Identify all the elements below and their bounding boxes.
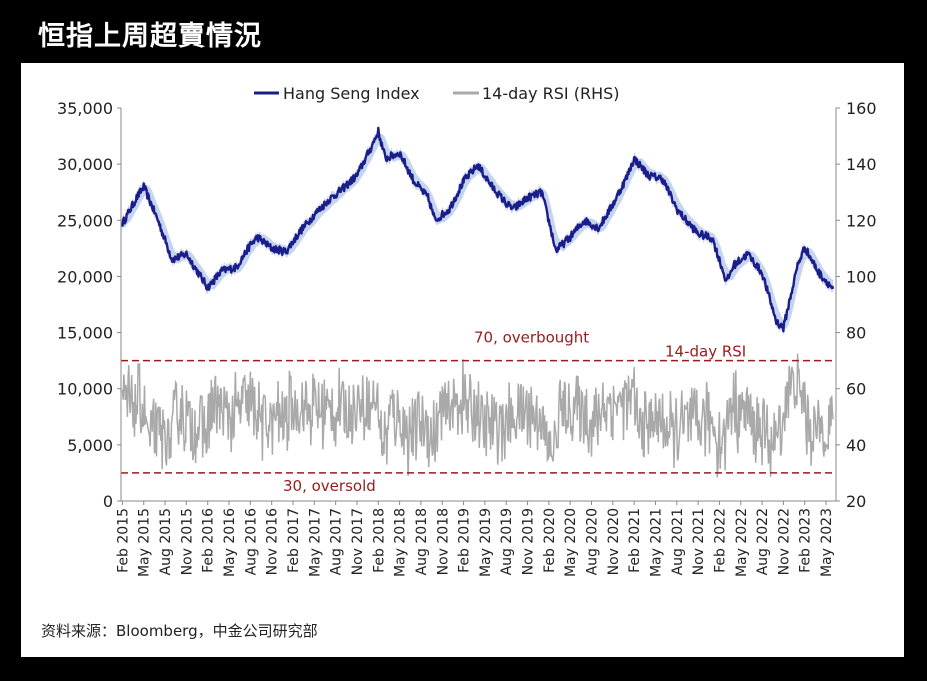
x-tick-label: Aug 2017 [329,508,345,575]
x-tick-label: May 2021 [649,508,665,577]
threshold-label-30: 30, oversold [283,477,376,495]
threshold-label-70: 70, overbought [474,329,589,347]
x-tick-label: Aug 2021 [670,508,686,575]
left-tick-label: 0 [103,492,113,511]
x-tick-label: Nov 2019 [521,508,537,575]
left-tick-label: 35,000 [57,99,113,118]
right-tick-label: 140 [846,155,877,174]
x-tick-label: Nov 2022 [776,508,792,575]
left-tick-label: 20,000 [57,267,113,286]
right-tick-label: 60 [846,380,866,399]
x-tick-label: May 2019 [478,508,494,577]
left-tick-label: 15,000 [57,324,113,343]
right-tick-label: 20 [846,492,866,511]
x-tick-label: Aug 2020 [585,508,601,575]
x-tick-label: May 2015 [137,508,153,577]
x-tick-label: Feb 2021 [627,508,643,573]
x-tick-label: Nov 2015 [179,508,195,575]
source-note: 资料来源：Bloomberg，中金公司研究部 [41,622,318,640]
x-tick-label: Aug 2016 [243,508,259,576]
x-tick-label: Nov 2016 [265,508,281,575]
x-tick-label: May 2020 [563,508,579,577]
x-tick-label: Aug 2015 [158,508,174,575]
x-tick-label: Feb 2022 [712,508,728,573]
x-tick-label: Feb 2023 [798,508,814,573]
hsi-line-series [121,126,835,333]
left-tick-label: 25,000 [57,211,113,230]
x-tick-label: Aug 2018 [414,508,430,575]
right-tick-label: 100 [846,267,877,286]
rsi-thresholds: 70, overbought 30, oversold 14-day RSI [121,329,836,495]
x-tick-label: Aug 2019 [499,508,515,575]
x-tick-label: May 2018 [393,508,409,577]
right-tick-label: 80 [846,324,866,343]
page-title: 恒指上周超賣情況 [38,21,262,52]
left-tick-label: 5,000 [67,436,113,455]
hsi-band-area [122,123,834,336]
x-tick-label: May 2022 [734,508,750,577]
chart-panel: 70, overbought 30, oversold 14-day RSI 0 5,… [21,63,904,657]
x-tick-label: Nov 2017 [350,508,366,575]
x-tick-label: Feb 2017 [286,508,302,573]
hsi-line [121,126,835,333]
x-tick-label: May 2023 [819,508,835,577]
left-tick-label: 10,000 [57,380,113,399]
right-tick-label: 160 [846,99,877,118]
left-tick-label: 30,000 [57,155,113,174]
x-tick-label: Aug 2022 [755,508,771,575]
x-tick-label: Feb 2019 [457,508,473,573]
x-tick-label: May 2017 [307,508,323,577]
x-tick-label: Feb 2018 [371,508,387,573]
legend-rsi-label: 14-day RSI (RHS) [482,84,620,103]
x-tick-label: Nov 2021 [691,508,707,575]
x-tick-label: Feb 2020 [542,508,558,573]
rsi-annotation: 14-day RSI [665,343,746,361]
hsi-range-band [122,123,834,336]
rsi-line-series [121,353,834,478]
x-tick-label: Nov 2018 [435,508,451,575]
x-tick-label: Feb 2016 [201,508,217,573]
legend-hsi-label: Hang Seng Index [283,84,420,103]
x-tick-label: Nov 2020 [606,508,622,575]
hsi-rsi-chart: 70, overbought 30, oversold 14-day RSI 0 5,… [57,84,877,577]
chart-axes: 0 5,000 10,000 15,000 20,000 25,000 30,000 35,0… [57,99,877,577]
rsi-line [121,353,834,478]
chart-legend: Hang Seng Index 14-day RSI (RHS) [254,84,620,103]
right-tick-label: 40 [846,436,866,455]
x-tick-label: May 2016 [222,508,238,577]
x-tick-label: Feb 2015 [115,508,131,573]
right-tick-label: 120 [846,211,877,230]
